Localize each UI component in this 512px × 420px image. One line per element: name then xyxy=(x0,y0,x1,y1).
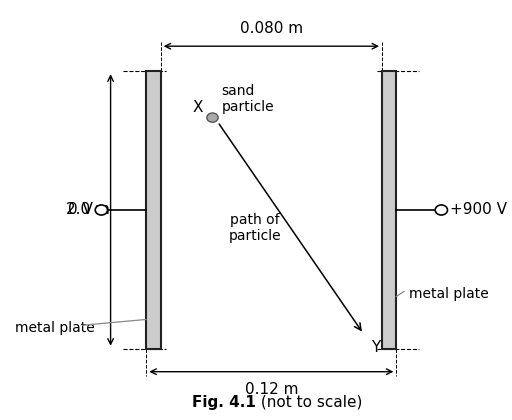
Text: X: X xyxy=(193,100,203,116)
Bar xyxy=(146,71,161,349)
Text: +900 V: +900 V xyxy=(450,202,507,218)
Text: 0.080 m: 0.080 m xyxy=(240,21,303,36)
Circle shape xyxy=(435,205,447,215)
Text: 2.0 m: 2.0 m xyxy=(66,202,110,218)
Text: metal plate: metal plate xyxy=(15,320,95,335)
Text: sand
particle: sand particle xyxy=(222,84,274,114)
Circle shape xyxy=(207,113,218,122)
Text: 0.12 m: 0.12 m xyxy=(245,382,298,397)
Text: Y: Y xyxy=(371,340,380,355)
Text: 0 V: 0 V xyxy=(68,202,93,218)
Text: (not to scale): (not to scale) xyxy=(256,394,362,410)
Text: metal plate: metal plate xyxy=(409,287,489,301)
Circle shape xyxy=(95,205,108,215)
Text: path of
particle: path of particle xyxy=(228,213,281,243)
Text: Fig. 4.1: Fig. 4.1 xyxy=(192,394,256,410)
Bar xyxy=(382,71,396,349)
